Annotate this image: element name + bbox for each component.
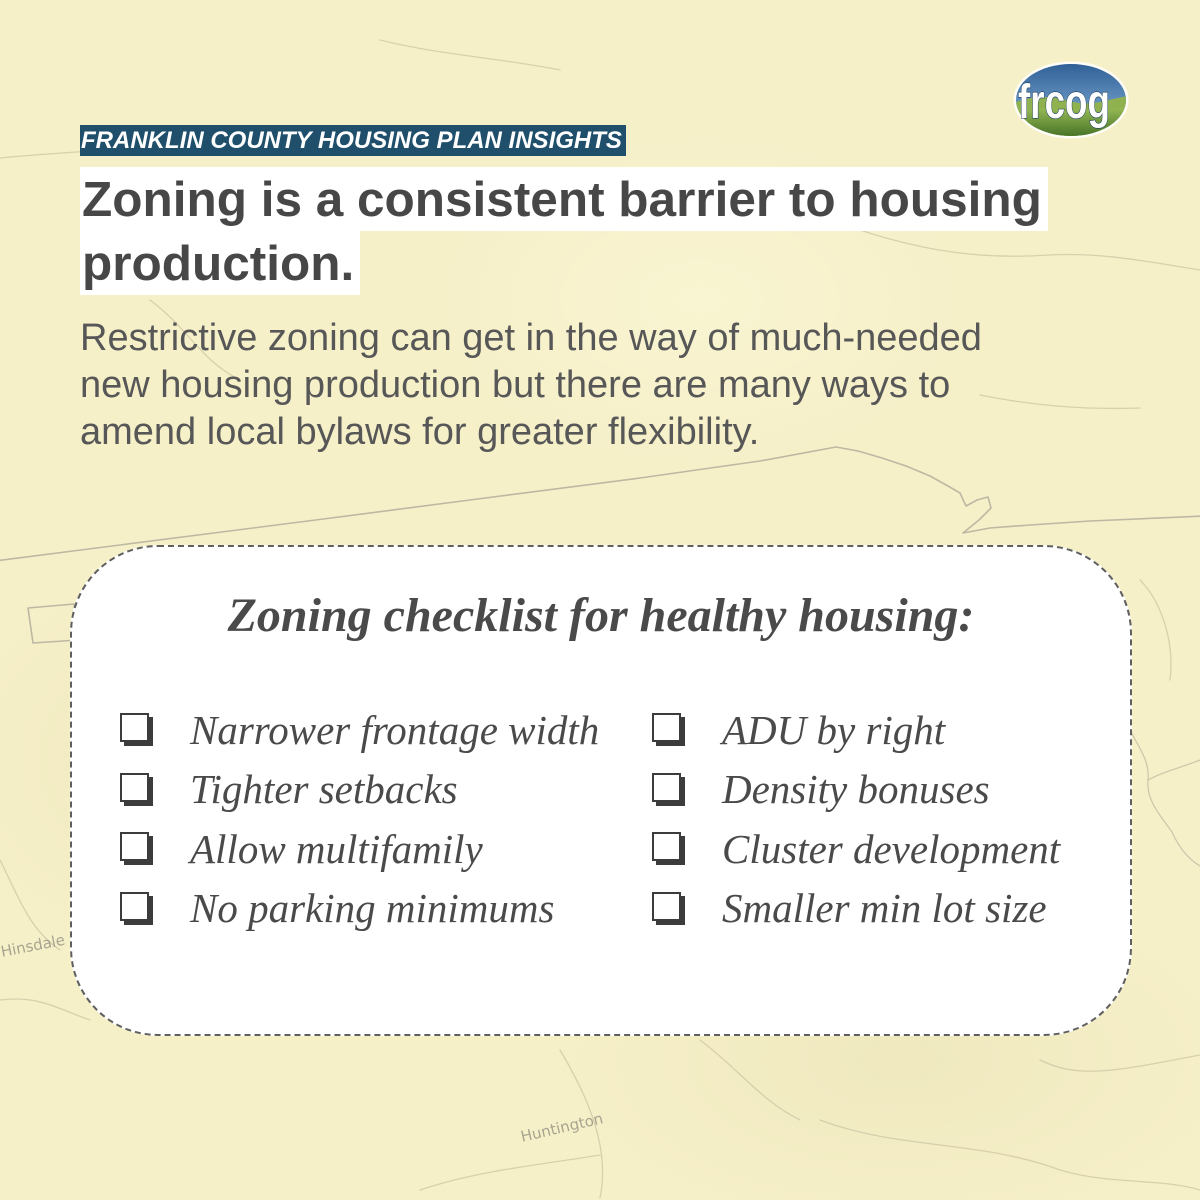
- checkbox-icon: [652, 832, 681, 862]
- checklist-item-label: Density bonuses: [722, 766, 990, 813]
- checklist-item: Cluster development: [652, 819, 1060, 879]
- headline-text: Zoning is a consistent barrier to housin…: [80, 167, 1048, 295]
- headline: Zoning is a consistent barrier to housin…: [80, 167, 1080, 296]
- logo-text: frcog: [1018, 76, 1110, 129]
- map-boundary-line: [0, 446, 1200, 562]
- map-road-line: [559, 1049, 604, 1199]
- checkbox-icon: [652, 891, 681, 921]
- intro-paragraph: Restrictive zoning can get in the way of…: [80, 317, 982, 453]
- checklist-item-label: Cluster development: [722, 825, 1061, 872]
- map-road-line: [1039, 1054, 1200, 1072]
- checklist-item-label: Tighter setbacks: [190, 766, 458, 813]
- checklist-item-label: Narrower frontage width: [190, 706, 600, 753]
- checklist-item: ADU by right: [652, 700, 1060, 760]
- map-road-line: [819, 1119, 1200, 1191]
- checkbox-icon: [120, 832, 149, 862]
- checklist-column-left: Narrower frontage width Tighter setbacks…: [120, 700, 599, 938]
- checklist-title: Zoning checklist for healthy housing:: [227, 589, 975, 642]
- map-river-line: [1147, 759, 1200, 781]
- map-road-line: [419, 1154, 601, 1191]
- checkbox-icon: [652, 772, 681, 802]
- checklist-item-label: Allow multifamily: [190, 825, 483, 872]
- map-road-line: [149, 299, 241, 381]
- map-road-line: [859, 229, 1200, 271]
- checkbox-icon: [652, 713, 681, 743]
- checklist-item-label: ADU by right: [722, 706, 946, 753]
- checklist-item-label: No parking minimums: [190, 885, 555, 932]
- checklist-column-right: ADU by right Density bonuses Cluster dev…: [652, 700, 1060, 938]
- map-road-line: [0, 859, 61, 951]
- checklist-item: Narrower frontage width: [120, 700, 599, 760]
- checklist-item: Tighter setbacks: [120, 760, 599, 820]
- checkbox-icon: [120, 772, 149, 802]
- map-river-line: [1127, 724, 1200, 867]
- map-road-line: [379, 39, 561, 71]
- map-road-line: [0, 998, 91, 1021]
- checklist-item: Allow multifamily: [120, 819, 599, 879]
- map-road-line: [979, 394, 1141, 410]
- checklist-item: Density bonuses: [652, 760, 1060, 820]
- checkbox-icon: [120, 891, 149, 921]
- section-kicker: FRANKLIN COUNTY HOUSING PLAN INSIGHTS: [80, 125, 626, 156]
- map-road-line: [699, 1039, 801, 1121]
- checkbox-icon: [120, 713, 149, 743]
- checklist-item-label: Smaller min lot size: [722, 885, 1047, 932]
- checklist-item: No parking minimums: [120, 879, 599, 939]
- map-road-line: [1139, 579, 1172, 681]
- checklist-item: Smaller min lot size: [652, 879, 1060, 939]
- frcog-logo: frcog: [1013, 61, 1129, 139]
- checklist-card: Zoning checklist for healthy housing: Na…: [70, 545, 1132, 1036]
